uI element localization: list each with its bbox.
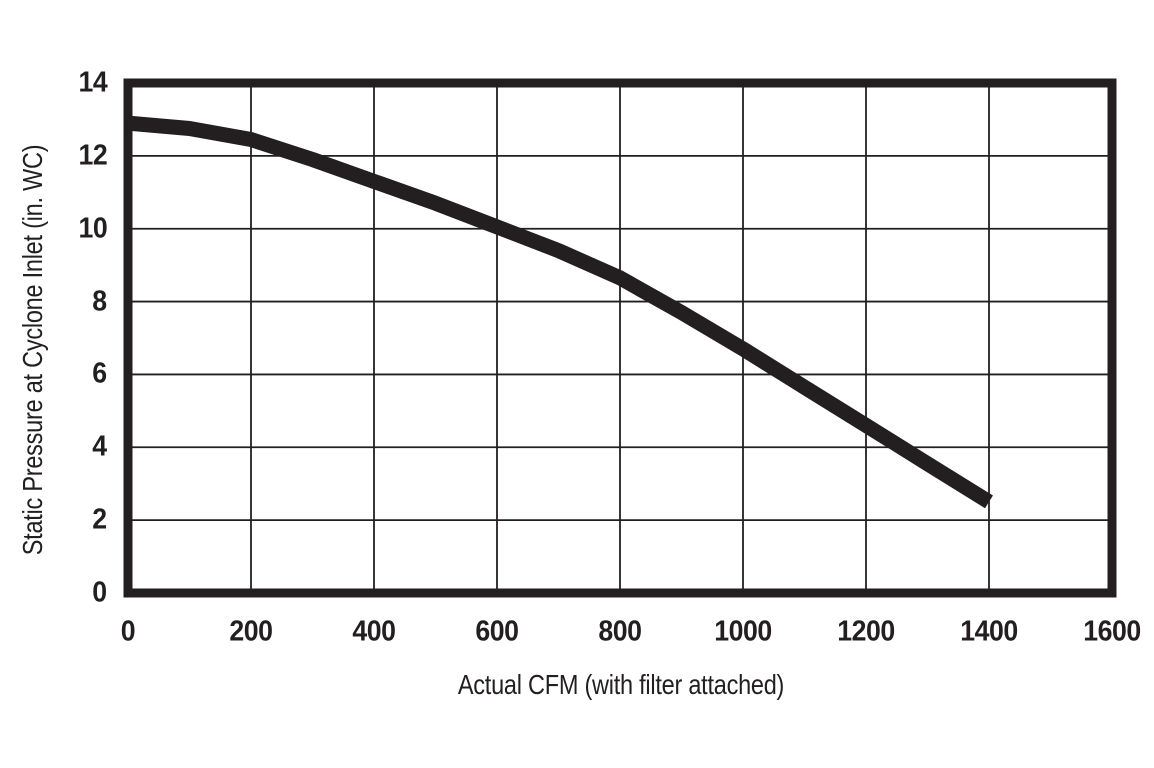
x-tick-label: 0: [120, 615, 136, 648]
x-tick-label: 1000: [714, 615, 772, 648]
y-axis-title: Static Pressure at Cyclone Inlet (in. WC…: [17, 144, 48, 556]
y-tick-label: 8: [92, 285, 108, 318]
y-tick-label: 4: [92, 430, 108, 463]
x-tick-label: 1600: [1083, 615, 1141, 648]
x-tick-label: 600: [475, 615, 519, 648]
y-tick-label: 2: [92, 503, 108, 536]
y-tick-label: 6: [92, 357, 108, 390]
x-tick-label: 1400: [960, 615, 1018, 648]
y-tick-label: 10: [78, 212, 107, 245]
x-tick-label: 1200: [837, 615, 895, 648]
x-tick-label: 200: [229, 615, 273, 648]
y-tick-label: 12: [78, 139, 107, 172]
x-tick-label: 800: [598, 615, 642, 648]
y-tick-label: 14: [78, 66, 107, 99]
plot-frame: [123, 78, 1117, 598]
x-tick-label: 400: [352, 615, 396, 648]
x-axis-title: Actual CFM (with filter attached): [457, 669, 785, 700]
y-tick-label: 0: [92, 576, 108, 609]
pressure-curve: [127, 115, 993, 509]
